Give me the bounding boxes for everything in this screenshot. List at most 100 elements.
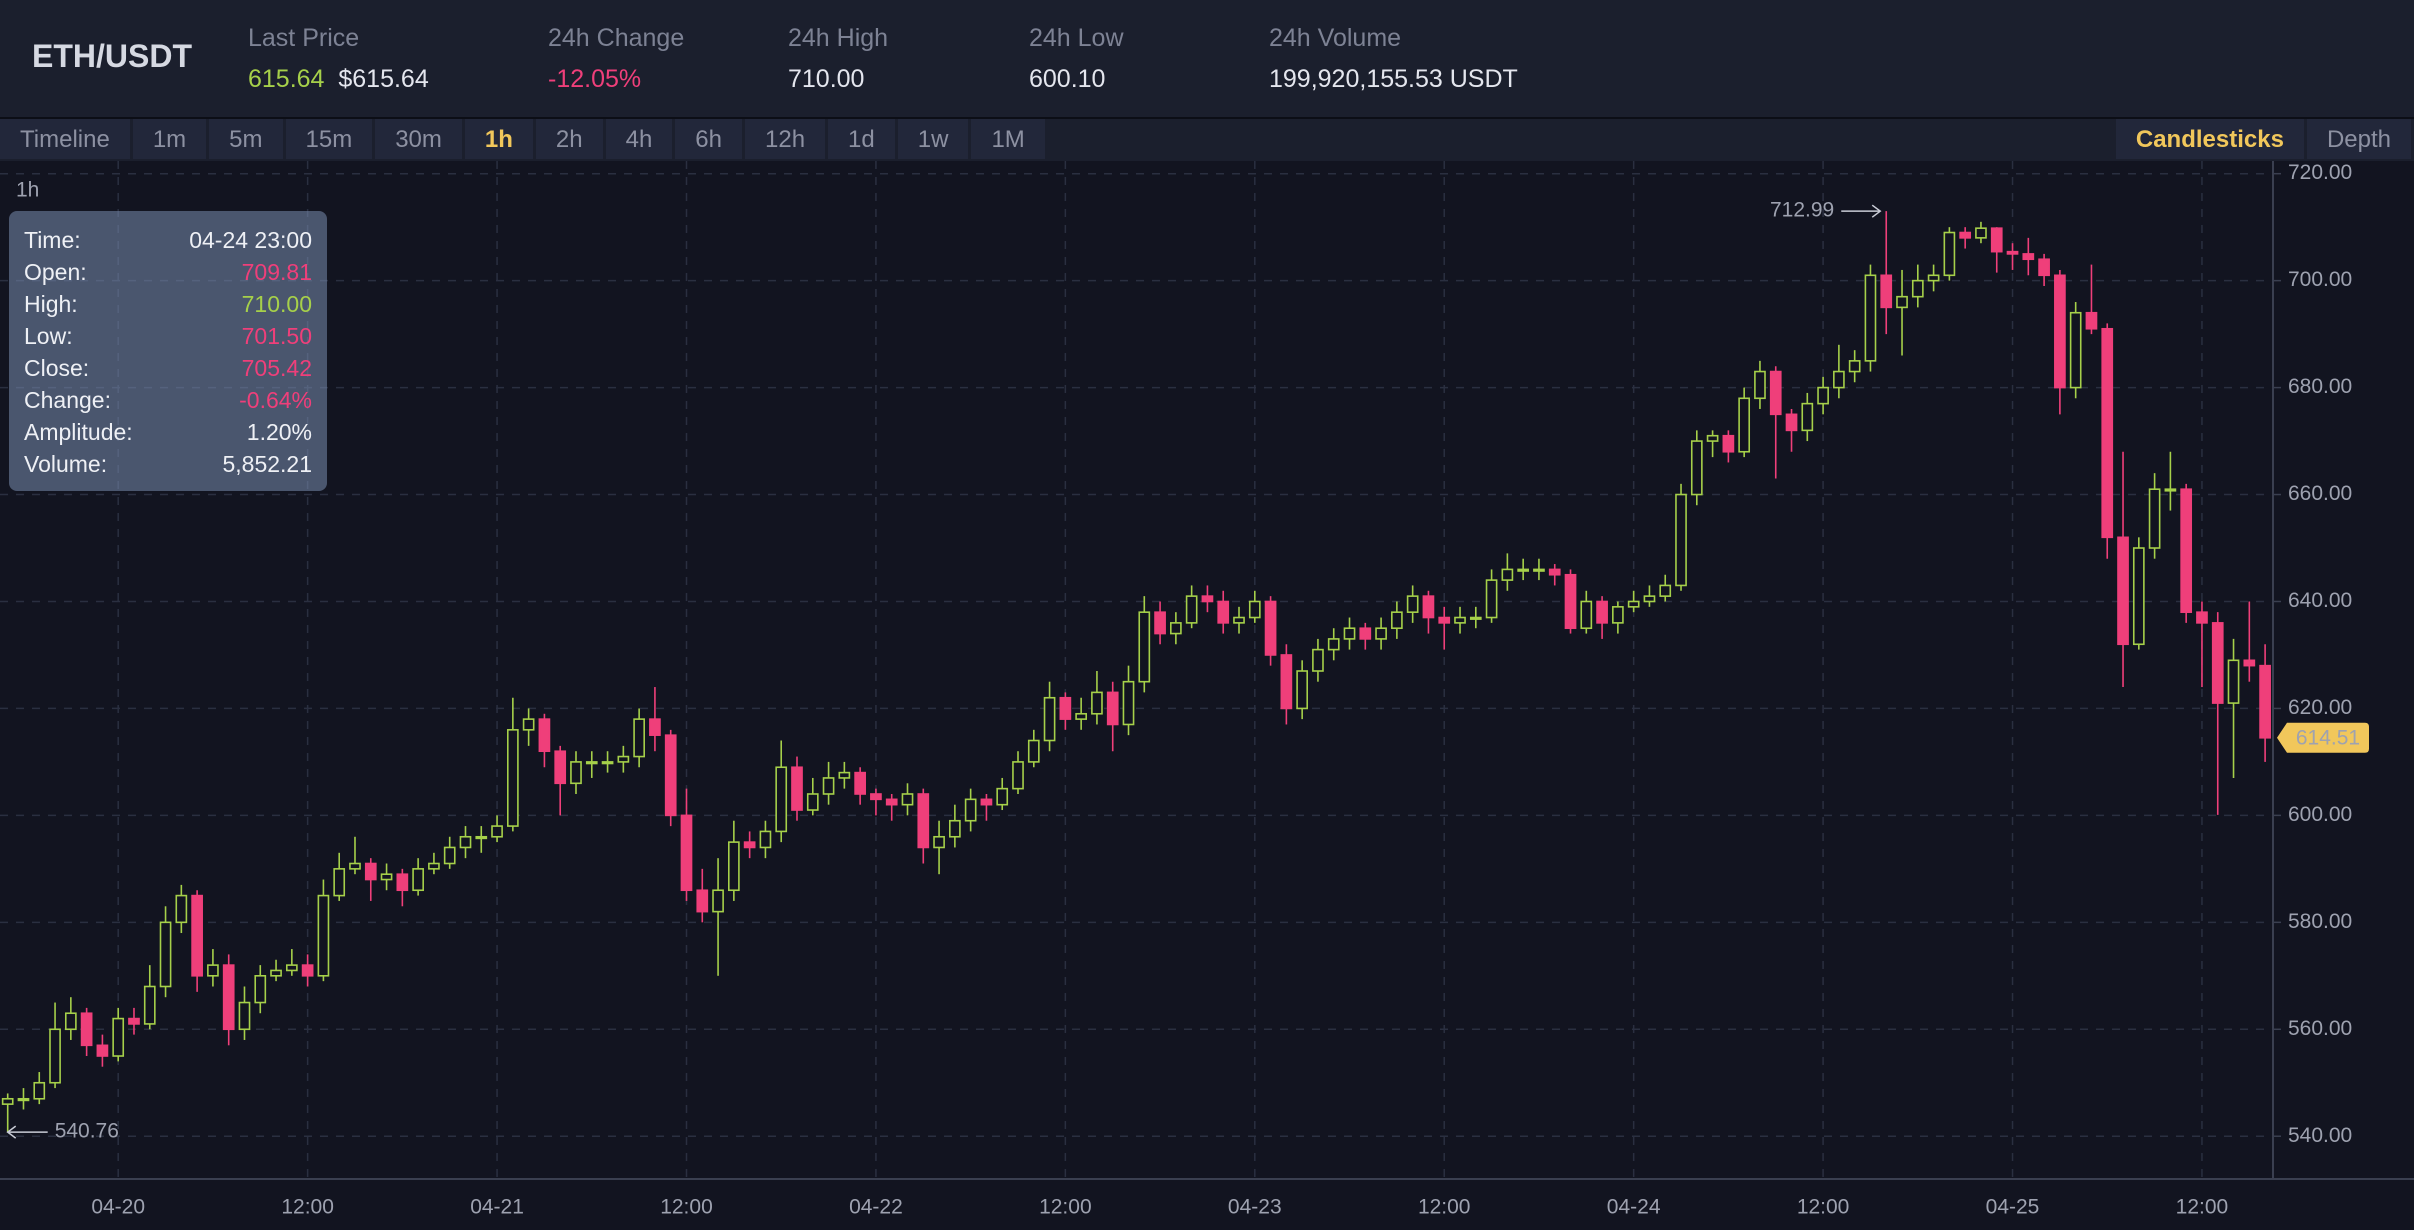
candle-body bbox=[2054, 274, 2066, 389]
candle-body bbox=[364, 862, 377, 881]
candle-body bbox=[459, 835, 472, 849]
candle-body bbox=[428, 862, 440, 870]
candle-body bbox=[2117, 536, 2129, 646]
candle-body bbox=[728, 841, 740, 892]
candle-body bbox=[2148, 488, 2161, 549]
interval-tab[interactable]: 1w bbox=[897, 119, 969, 159]
candle-body bbox=[96, 1044, 109, 1057]
candle-body bbox=[1091, 691, 1103, 715]
view-tab[interactable]: Candlesticks bbox=[2115, 119, 2304, 159]
stat: 24h Volume 199,920,155.53 USDT bbox=[1269, 24, 1518, 94]
y-tick-label: 580.00 bbox=[2288, 910, 2352, 933]
candle-body bbox=[254, 974, 267, 1004]
x-tick-label: 04-24 bbox=[1607, 1196, 1661, 1219]
tooltip-value: 709.81 bbox=[241, 259, 312, 285]
candle-body bbox=[317, 894, 330, 977]
interval-tab[interactable]: 15m bbox=[285, 119, 373, 159]
stat-value: 710.00 bbox=[788, 65, 865, 93]
stat-value: 600.10 bbox=[1029, 65, 1106, 93]
x-tick-label: 12:00 bbox=[660, 1196, 713, 1219]
interval-tab[interactable]: 1d bbox=[828, 119, 895, 159]
stat: 24h Low 600.10 bbox=[1029, 24, 1124, 94]
x-tick-label: 12:00 bbox=[281, 1196, 334, 1219]
pair: ETH/USDT bbox=[32, 38, 192, 74]
candle-body bbox=[712, 889, 724, 913]
y-tick-label: 600.00 bbox=[2288, 803, 2352, 826]
candle-body bbox=[1217, 600, 1230, 624]
candle-body bbox=[1059, 696, 1072, 720]
view-tab[interactable]: Depth bbox=[2306, 119, 2411, 159]
x-tick-label: 04-23 bbox=[1228, 1196, 1282, 1219]
candle-body bbox=[1469, 616, 1482, 620]
candle-body bbox=[1675, 493, 1687, 587]
candle-body bbox=[1075, 712, 1088, 720]
candle-body bbox=[601, 761, 614, 765]
tooltip-value: 04-24 23:00 bbox=[189, 227, 312, 253]
interval-tab[interactable]: 2h bbox=[535, 119, 603, 159]
x-tick-label: 12:00 bbox=[1418, 1196, 1471, 1219]
candle-body bbox=[1233, 616, 1245, 624]
y-tick-label: 560.00 bbox=[2288, 1017, 2352, 1040]
tooltip-value: 701.50 bbox=[241, 323, 312, 349]
interval-tab[interactable]: 5m bbox=[209, 119, 283, 159]
tooltip-value: 1.20% bbox=[246, 419, 312, 445]
candle-body bbox=[822, 777, 835, 795]
candle-body bbox=[1454, 616, 1466, 624]
interval-tab[interactable]: 12h bbox=[745, 119, 826, 159]
interval-tab[interactable]: 30m bbox=[375, 119, 462, 159]
candle-body bbox=[2038, 258, 2050, 277]
candle-body bbox=[885, 798, 898, 806]
candle-body bbox=[128, 1017, 140, 1025]
stat-extra: $615.64 bbox=[338, 65, 429, 93]
interval-tab[interactable]: 1M bbox=[971, 119, 1045, 159]
chart: 540.00 560.00 580.00 600.00 620.00 640.00 660.… bbox=[0, 161, 2414, 1219]
candle-body bbox=[633, 718, 645, 758]
candle-body bbox=[1580, 600, 1593, 630]
candle-body bbox=[1154, 611, 1166, 635]
candle-body bbox=[664, 734, 677, 817]
candle-body bbox=[996, 787, 1009, 806]
candle-body bbox=[1927, 274, 1940, 282]
candle-body bbox=[2006, 250, 2019, 255]
stat-label: 24h High bbox=[788, 24, 889, 52]
candle-body bbox=[380, 873, 393, 881]
tooltip-row: Open: 709.81 bbox=[24, 256, 312, 288]
x-tick-label: 04-21 bbox=[470, 1196, 524, 1219]
view-tabs: Candlesticks Depth bbox=[2115, 119, 2414, 161]
interval-tab[interactable]: Timeline bbox=[0, 119, 130, 159]
candle-body bbox=[2227, 659, 2240, 704]
interval-tab[interactable]: 6h bbox=[675, 119, 742, 159]
candle-body bbox=[1517, 568, 1530, 572]
tooltip-key: Volume: bbox=[24, 451, 108, 477]
candle-body bbox=[175, 894, 188, 924]
stat-value: 199,920,155.53 USDT bbox=[1269, 65, 1518, 93]
candle-body bbox=[806, 793, 819, 811]
candle-body bbox=[207, 964, 219, 977]
candle-body bbox=[396, 873, 409, 892]
stat: 24h Change -12.05% bbox=[548, 24, 684, 94]
candle-body bbox=[2022, 253, 2035, 261]
candle-body bbox=[1, 1097, 14, 1105]
candle-body bbox=[1817, 386, 1829, 405]
candle-body bbox=[80, 1012, 93, 1047]
interval-tab[interactable]: 1m bbox=[132, 119, 207, 159]
candle-body bbox=[554, 750, 567, 785]
candle-body bbox=[1769, 370, 1782, 416]
candle-body bbox=[1627, 600, 1640, 608]
interval-tab[interactable]: 4h bbox=[605, 119, 673, 159]
candle-body bbox=[2132, 547, 2145, 646]
interval-tab[interactable]: 1h bbox=[464, 119, 533, 159]
candle-body bbox=[1848, 360, 1861, 373]
stat: 24h High 710.00 bbox=[788, 24, 888, 94]
tooltip-key: Low: bbox=[24, 323, 73, 349]
candle-body bbox=[1690, 440, 1703, 496]
candle-body bbox=[1391, 611, 1403, 630]
y-tick-label: 660.00 bbox=[2288, 482, 2352, 505]
candle-body bbox=[1959, 231, 1972, 239]
candle-body bbox=[1896, 295, 1908, 309]
candle-body bbox=[1406, 595, 1419, 613]
candle-body bbox=[1359, 627, 1372, 640]
candle-body bbox=[1612, 606, 1624, 624]
candle-body bbox=[933, 835, 945, 849]
x-tick-label: 12:00 bbox=[1797, 1196, 1850, 1219]
